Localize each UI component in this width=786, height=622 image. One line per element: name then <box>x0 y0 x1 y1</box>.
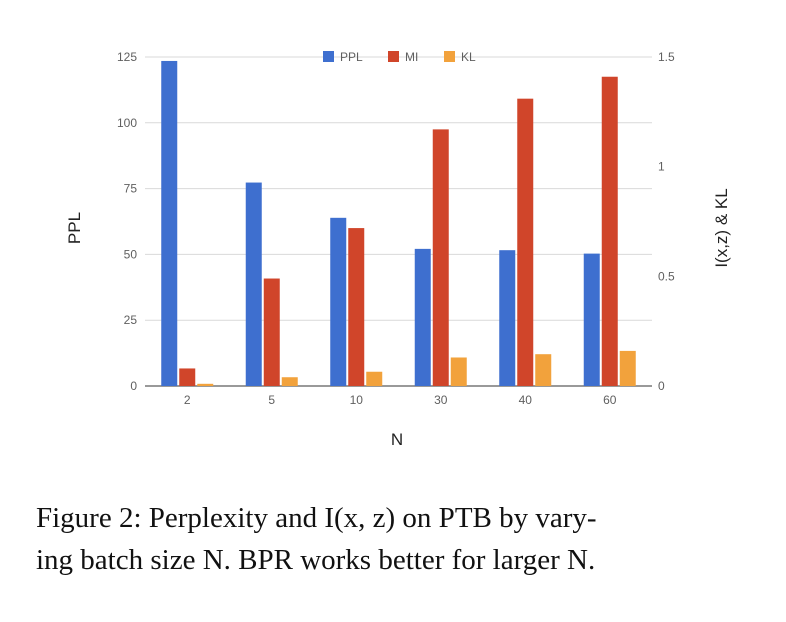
bar-ppl-30 <box>414 248 431 386</box>
legend-label-mi: MI <box>405 50 418 64</box>
bar-kl-30 <box>450 357 467 386</box>
bar-ppl-10 <box>330 217 347 386</box>
figure-caption: Figure 2: Perplexity and I(x, z) on PTB … <box>36 497 766 581</box>
bar-mi-2 <box>179 368 196 386</box>
bar-ppl-40 <box>499 250 516 386</box>
x-axis-ticks: 2 5 10 30 40 60 <box>184 393 617 407</box>
left-axis-title: PPL <box>65 212 84 244</box>
bar-kl-60 <box>619 350 636 386</box>
x-tick-label: 2 <box>184 393 191 407</box>
left-tick-label: 50 <box>124 247 138 261</box>
bar-ppl-5 <box>245 182 262 386</box>
left-tick-label: 100 <box>117 116 137 130</box>
bar-mi-60 <box>601 76 618 387</box>
legend-swatch-mi <box>388 51 399 62</box>
bar-mi-10 <box>348 228 365 386</box>
left-tick-label: 0 <box>130 379 137 393</box>
bar-mi-5 <box>263 278 280 386</box>
bar-mi-40 <box>517 98 534 386</box>
bar-mi-30 <box>432 129 449 386</box>
x-axis-title: N <box>391 430 403 449</box>
x-tick-label: 40 <box>519 393 533 407</box>
right-tick-label: 1 <box>658 160 665 174</box>
legend-swatch-kl <box>444 51 455 62</box>
left-axis-ticks: 0 25 50 75 100 125 <box>117 50 137 393</box>
x-tick-label: 10 <box>350 393 364 407</box>
legend-label-ppl: PPL <box>340 50 363 64</box>
caption-line-1: Figure 2: Perplexity and I(x, z) on PTB … <box>36 502 597 534</box>
right-axis-ticks: 0 0.5 1 1.5 <box>658 50 675 393</box>
left-tick-label: 75 <box>124 182 138 196</box>
caption-line-2: ing batch size N. BPR works better for l… <box>36 544 596 576</box>
left-tick-label: 125 <box>117 50 137 64</box>
x-tick-label: 5 <box>268 393 275 407</box>
bar-ppl-60 <box>583 253 600 386</box>
x-tick-label: 60 <box>603 393 617 407</box>
bars <box>161 60 636 387</box>
right-tick-label: 0 <box>658 379 665 393</box>
bar-kl-2 <box>197 383 214 386</box>
legend-swatch-ppl <box>323 51 334 62</box>
legend-label-kl: KL <box>461 50 476 64</box>
legend: PPL MI KL <box>323 50 476 64</box>
x-tick-label: 30 <box>434 393 448 407</box>
left-tick-label: 25 <box>124 313 138 327</box>
bar-kl-5 <box>281 377 298 386</box>
right-axis-title: I(x,z) & KL <box>712 188 731 267</box>
right-tick-label: 0.5 <box>658 269 675 283</box>
bar-kl-10 <box>366 371 383 386</box>
right-tick-label: 1.5 <box>658 50 675 64</box>
bar-ppl-2 <box>161 60 178 386</box>
bar-kl-40 <box>535 354 552 386</box>
gridlines <box>145 56 652 387</box>
